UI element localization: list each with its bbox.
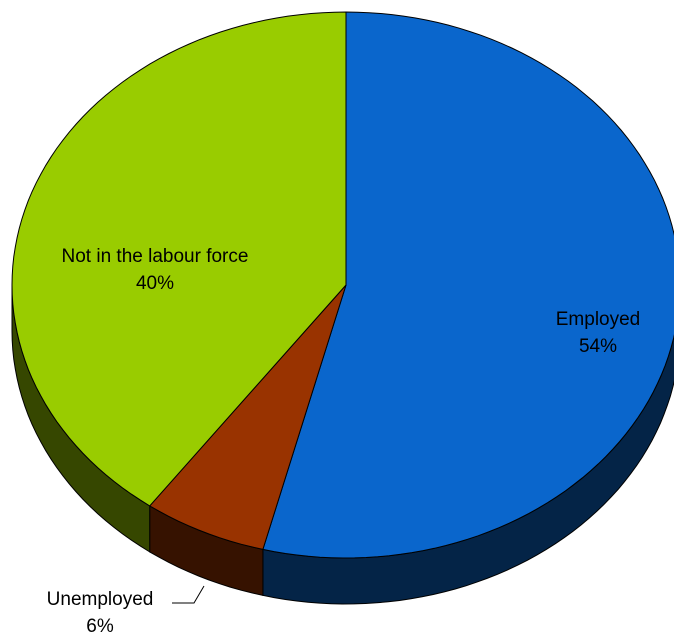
leader-line xyxy=(172,585,205,604)
slice xyxy=(148,284,347,550)
slice xyxy=(11,11,347,507)
slice-value-label: 54% xyxy=(579,336,617,357)
slice-value-label: 6% xyxy=(86,616,114,633)
slice-label: Not in the labour force xyxy=(62,246,249,267)
slice-value-label: 40% xyxy=(136,273,174,294)
slice-label: Employed xyxy=(556,309,641,330)
slice-label: Unemployed xyxy=(47,589,154,610)
slice xyxy=(262,11,674,559)
